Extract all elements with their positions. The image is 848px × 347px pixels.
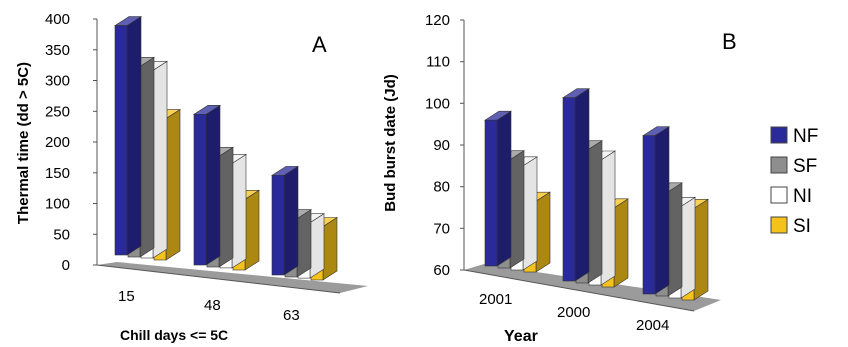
- x-axis-title: Chill days <= 5C: [120, 327, 228, 343]
- legend-label: NF: [793, 126, 818, 147]
- bar-nf-63: [270, 165, 300, 276]
- x-tick-label: 2001: [479, 291, 512, 308]
- bar-nf-48: [192, 104, 222, 266]
- y-tick-label: 80: [433, 179, 450, 196]
- y-tick-label: 50: [53, 226, 70, 243]
- y-tick-label: 70: [433, 220, 450, 237]
- y-tick-label: 60: [433, 262, 450, 279]
- chart-panel-a: 0 50 100 150 200 250 300 350 400 15 48 63 Chill …: [15, 11, 368, 343]
- y-tick-label: 250: [45, 103, 70, 120]
- chart-b-floor: [464, 264, 721, 311]
- legend-label: NI: [793, 186, 812, 207]
- y-tick-label: 120: [425, 12, 450, 29]
- y-tick-label: 150: [45, 165, 70, 182]
- legend-swatch: [770, 186, 788, 204]
- x-tick-label: 15: [118, 288, 135, 305]
- legend-item-ni: NI: [770, 186, 812, 207]
- legend-swatch: [770, 156, 788, 174]
- panel-label: B: [722, 29, 737, 54]
- chart-a-floor: [97, 262, 368, 293]
- legend-label: SI: [793, 216, 811, 237]
- y-tick-label: 100: [45, 196, 70, 213]
- y-tick-label: 0: [62, 257, 70, 274]
- legend-swatch: [770, 216, 788, 234]
- panel-label: A: [312, 32, 327, 57]
- y-tick-label: 400: [45, 11, 70, 28]
- legend-label: SF: [793, 156, 817, 177]
- x-tick-label: 2004: [636, 317, 669, 334]
- y-tick-label: 90: [433, 137, 450, 154]
- y-tick-label: 350: [45, 42, 70, 59]
- legend-swatch: [770, 126, 788, 144]
- y-tick-label: 110: [426, 54, 450, 71]
- x-tick-label: 63: [283, 307, 300, 324]
- bar-nf-15: [113, 16, 143, 256]
- legend-item-si: SI: [770, 216, 811, 237]
- legend: NF SF NI SI: [770, 126, 818, 237]
- chart-panel-b: 60 70 80 90 100 110 120 2001 2000 2004 Year Bu…: [382, 12, 737, 345]
- x-tick-label: 2000: [557, 304, 590, 321]
- y-tick-label: 200: [45, 134, 70, 151]
- legend-item-nf: NF: [770, 126, 818, 147]
- chart-a-x-axis: [96, 264, 341, 294]
- y-tick-label: 300: [45, 73, 70, 90]
- y-tick-label: 100: [425, 95, 450, 112]
- bar-nf-2001: [483, 110, 513, 267]
- chart-b-x-axis: [463, 269, 695, 312]
- legend-item-sf: SF: [770, 156, 817, 177]
- x-axis-title: Year: [504, 328, 538, 345]
- x-tick-label: 48: [204, 297, 221, 314]
- y-axis-title: Thermal time (dd > 5C): [15, 62, 32, 224]
- bar-nf-2000: [561, 88, 591, 282]
- y-axis-title: Bud burst date (Jd): [382, 74, 399, 212]
- bar-nf-2004: [641, 126, 671, 295]
